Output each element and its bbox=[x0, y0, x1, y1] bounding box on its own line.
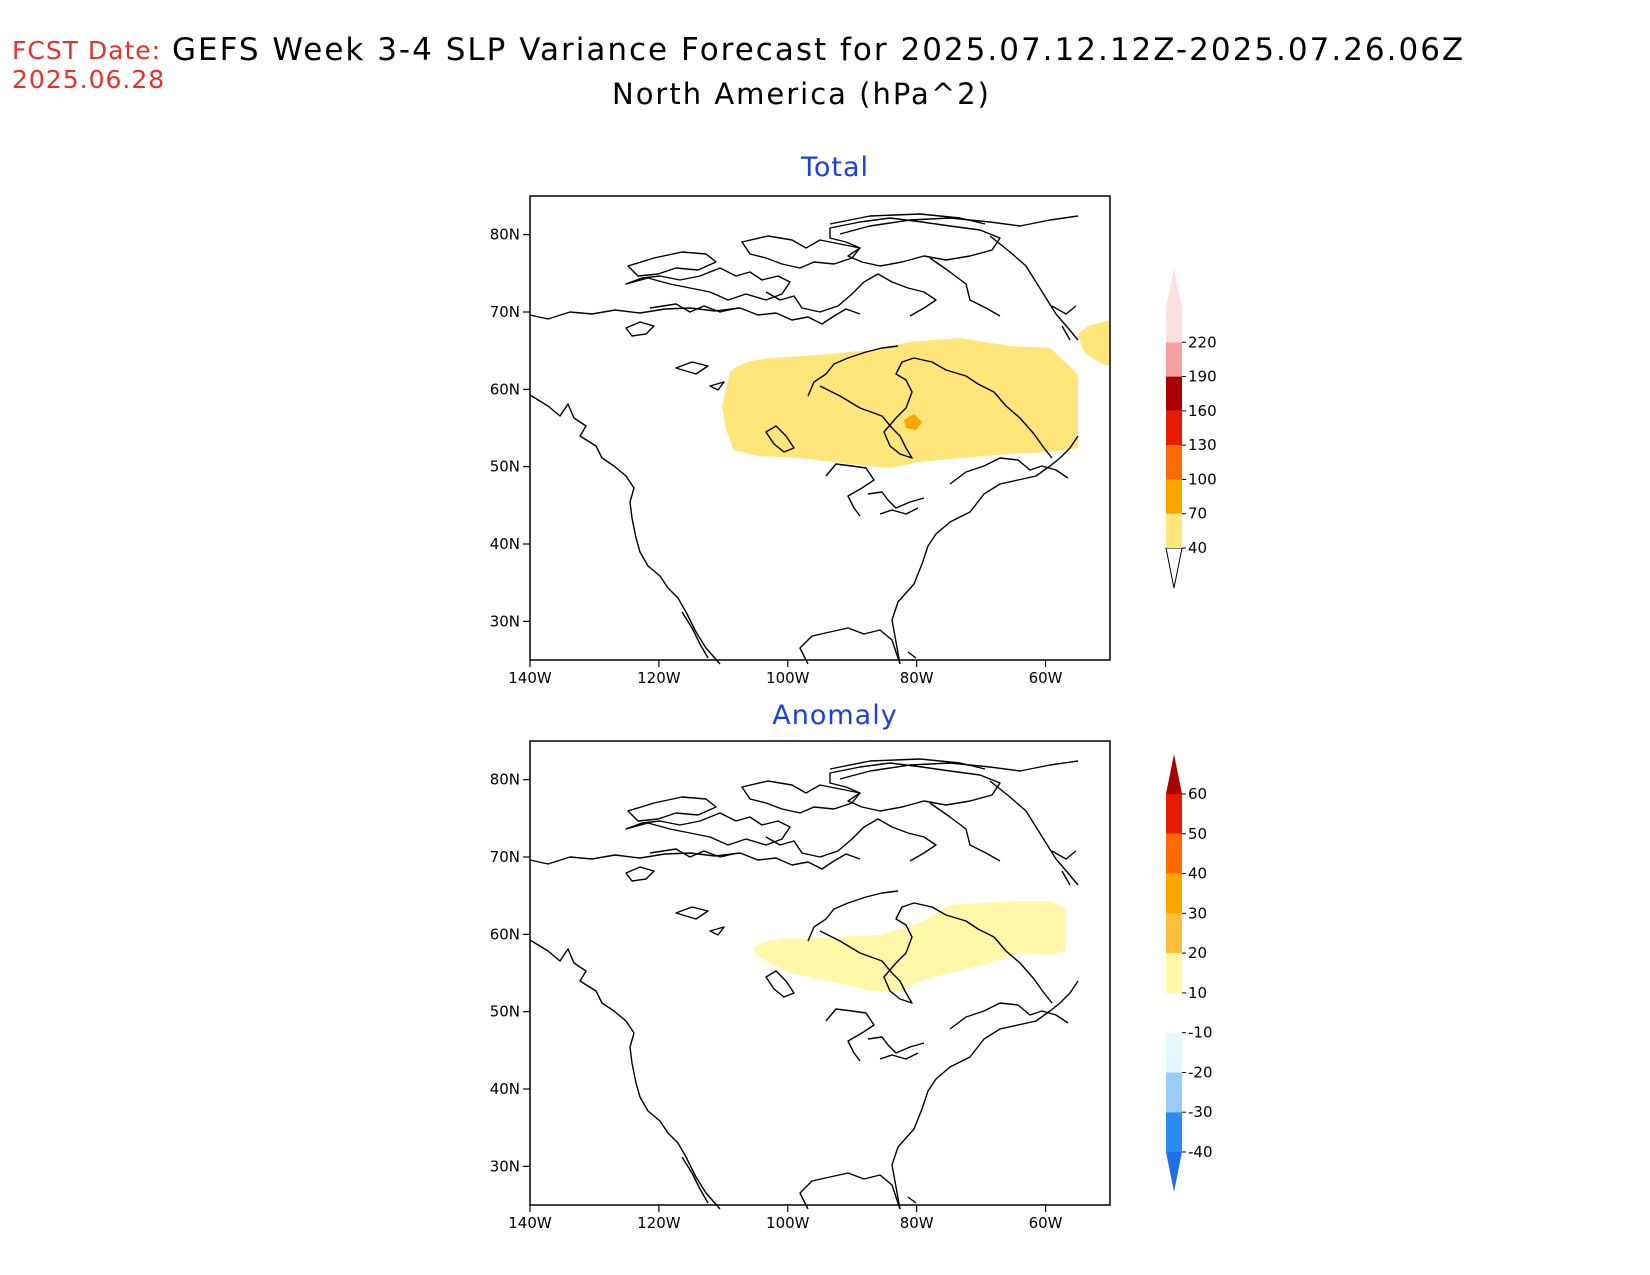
colorbar-label: 40 bbox=[1188, 865, 1207, 883]
colorbar-label: 60 bbox=[1188, 785, 1207, 803]
lon-tick-label: 120W bbox=[637, 669, 681, 687]
lon-tick-label: 60W bbox=[1029, 1214, 1063, 1232]
colorbar-segment bbox=[1166, 479, 1182, 514]
colorbar-arrow-high bbox=[1166, 754, 1182, 794]
colorbar-arrow-high bbox=[1166, 268, 1182, 308]
lat-tick-label: 60N bbox=[490, 925, 520, 943]
lon-tick-label: 100W bbox=[766, 1214, 810, 1232]
lat-tick-label: 50N bbox=[490, 458, 520, 476]
lat-tick-label: 60N bbox=[490, 380, 520, 398]
page-subtitle: North America (hPa^2) bbox=[612, 77, 991, 111]
colorbar-segment bbox=[1166, 513, 1182, 548]
lat-tick-label: 50N bbox=[490, 1003, 520, 1021]
colorbar-arrow-low bbox=[1165, 547, 1183, 589]
colorbar-label: -30 bbox=[1188, 1103, 1213, 1121]
forecast-date-label: FCST Date: bbox=[12, 36, 162, 65]
map-panel-anomaly bbox=[529, 740, 1111, 1210]
colorbar-label: 70 bbox=[1188, 505, 1207, 523]
colorbar-segment bbox=[1166, 833, 1182, 874]
lat-tick-label: 40N bbox=[490, 535, 520, 553]
lon-tick-label: 80W bbox=[900, 669, 934, 687]
map-panel-total bbox=[529, 195, 1111, 665]
colorbar-segment bbox=[1166, 1072, 1182, 1113]
axes: 80N 70N 60N 50N 40N 30N 140W 120W 100W 80W 60W 80N 7… bbox=[490, 226, 1063, 1232]
colorbar-segment bbox=[1166, 953, 1182, 993]
lat-tick-label: 80N bbox=[490, 771, 520, 789]
lat-tick-label: 30N bbox=[490, 612, 520, 630]
colorbar-label: 20 bbox=[1188, 944, 1207, 962]
colorbar-arrow-low bbox=[1166, 1152, 1182, 1192]
lon-tick-label: 120W bbox=[637, 1214, 681, 1232]
lat-tick-label: 70N bbox=[490, 303, 520, 321]
lon-tick-label: 140W bbox=[508, 1214, 552, 1232]
lon-tick-label: 60W bbox=[1029, 669, 1063, 687]
colorbar-label: -10 bbox=[1188, 1024, 1213, 1042]
colorbar-segment bbox=[1166, 873, 1182, 914]
lat-tick-label: 40N bbox=[490, 1080, 520, 1098]
colorbar-label: 10 bbox=[1188, 984, 1207, 1002]
colorbar-segment bbox=[1166, 376, 1182, 411]
colorbar-segment bbox=[1166, 1032, 1182, 1073]
lon-tick-label: 100W bbox=[766, 669, 810, 687]
colorbar-segment bbox=[1166, 445, 1182, 480]
colorbar-segment bbox=[1166, 913, 1182, 954]
colorbar-label: 220 bbox=[1188, 333, 1217, 351]
page-title: GEFS Week 3-4 SLP Variance Forecast for … bbox=[172, 32, 1466, 68]
colorbar-segment bbox=[1166, 308, 1182, 343]
panel-title-total: Total bbox=[800, 152, 870, 183]
colorbar-label: 130 bbox=[1188, 436, 1217, 454]
lat-tick-label: 30N bbox=[490, 1157, 520, 1175]
colorbar-label: -20 bbox=[1188, 1063, 1213, 1081]
colorbars: 40 70 100 130 160 190 220 -40 -30 -20 -10 10 20 30 40 5… bbox=[1165, 268, 1217, 1192]
total-shading bbox=[722, 320, 1110, 468]
colorbar-label: 50 bbox=[1188, 825, 1207, 843]
panel-title-anomaly: Anomaly bbox=[772, 700, 898, 731]
colorbar-label: 160 bbox=[1188, 402, 1217, 420]
colorbar-label: 40 bbox=[1188, 539, 1207, 557]
forecast-date-value: 2025.06.28 bbox=[12, 65, 166, 94]
colorbar-segment bbox=[1166, 410, 1182, 446]
lat-tick-label: 80N bbox=[490, 226, 520, 244]
lon-tick-label: 140W bbox=[508, 669, 552, 687]
anomaly-shading bbox=[754, 901, 1066, 991]
lon-tick-label: 80W bbox=[900, 1214, 934, 1232]
lat-tick-label: 70N bbox=[490, 848, 520, 866]
forecast-date-block: FCST Date: 2025.06.28 bbox=[12, 36, 165, 94]
colorbar-label: -40 bbox=[1188, 1143, 1213, 1161]
colorbar-segment bbox=[1166, 794, 1182, 834]
colorbar-label: 100 bbox=[1188, 470, 1217, 488]
colorbar-label: 190 bbox=[1188, 368, 1217, 386]
colorbar-segment bbox=[1166, 1112, 1182, 1152]
colorbar-segment bbox=[1166, 992, 1182, 1033]
colorbar-segment bbox=[1166, 342, 1182, 377]
colorbar-label: 30 bbox=[1188, 904, 1207, 922]
